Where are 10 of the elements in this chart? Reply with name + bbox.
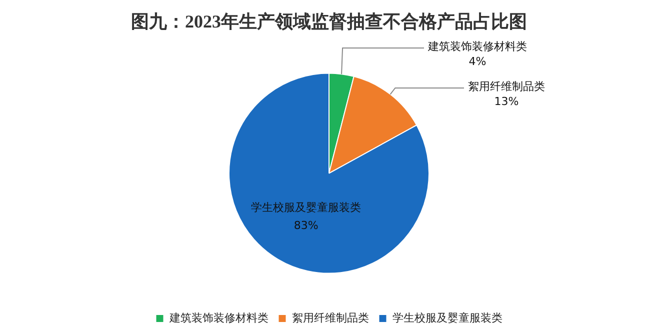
legend-label: 学生校服及婴童服装类 <box>392 311 502 324</box>
chart-title: 图九：2023年生产领域监督抽查不合格产品占比图 <box>131 11 527 32</box>
data-label: 83% <box>294 218 318 232</box>
slice-label: 絮用纤维制品类 <box>468 80 545 93</box>
slice-label: 建筑装饰装修材料类 <box>427 40 527 53</box>
slice-label: 学生校服及婴童服装类 <box>251 200 362 214</box>
legend-label: 建筑装饰装修材料类 <box>168 311 268 324</box>
data-label: 4% <box>468 54 486 68</box>
data-label: 13% <box>494 94 519 108</box>
legend-label: 絮用纤维制品类 <box>292 311 369 324</box>
